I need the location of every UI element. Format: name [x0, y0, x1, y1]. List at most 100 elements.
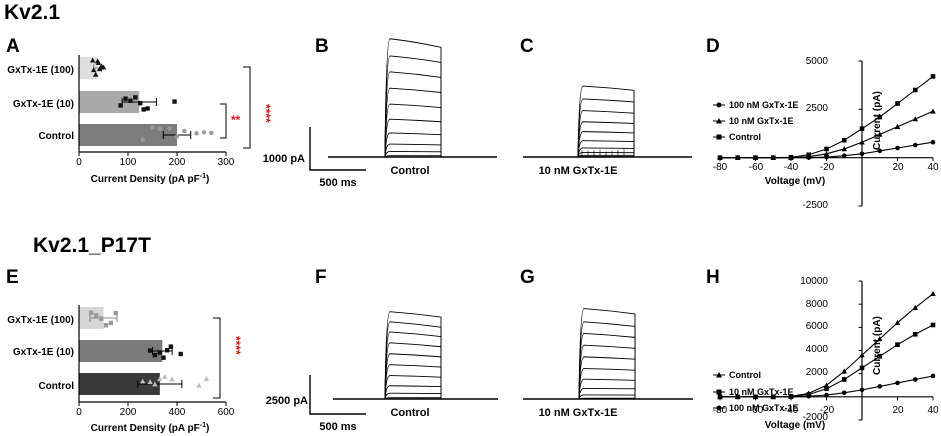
y-tick-label: -2500 [802, 200, 828, 211]
panel-letter-c: C [520, 36, 534, 57]
data-point [128, 98, 133, 103]
data-point [895, 145, 900, 151]
x-tick-label: -20 [820, 162, 835, 173]
x-tick-label: 600 [218, 407, 235, 418]
data-point [894, 123, 901, 130]
current-sweep [328, 55, 497, 158]
data-point [209, 130, 214, 136]
data-point [877, 114, 883, 120]
legend-h: Control 10 nM GxTx-1E 100 nM GxTx-1E [729, 370, 799, 413]
data-point [841, 137, 847, 143]
legend-entry: Control [729, 370, 761, 380]
legend-entry: 10 nM GxTx-1E [729, 116, 794, 126]
legend-entry: 10 nM GxTx-1E [729, 387, 794, 397]
current-sweep [523, 140, 692, 158]
current-traces-g [523, 308, 693, 400]
y-tick-label: 10000 [800, 276, 828, 287]
data-point [876, 131, 883, 137]
data-point [152, 352, 158, 358]
data-point [753, 155, 758, 160]
trace-label: 10 nM GxTx-1E [539, 407, 618, 419]
current-sweep [328, 132, 497, 158]
data-point [806, 155, 812, 160]
current-sweep [328, 155, 497, 158]
significance-bracket [213, 317, 221, 399]
current-traces-f [333, 311, 498, 400]
legend-entry: 100 nM GxTx-1E [729, 403, 799, 413]
current-sweep [333, 385, 498, 400]
current-sweep [523, 387, 693, 400]
bar [79, 340, 163, 362]
data-point [930, 108, 936, 114]
x-tick-label: 20 [892, 162, 904, 173]
data-point [824, 386, 829, 392]
current-sweep [333, 342, 498, 400]
data-point [162, 374, 168, 379]
bar-chart-a: GxTx-1E (100) GxTx-1E (10) Control 0 100… [7, 55, 273, 185]
row-title-kv21-p17t: Kv2.1_P17T [33, 234, 151, 257]
data-point [841, 146, 848, 152]
bar-chart-e: GxTx-1E (100) GxTx-1E (10) Control 0 200… [7, 305, 243, 434]
scale-bar [309, 127, 366, 171]
iv-chart-h: 10000 8000 6000 4000 2000 -2000 -80 -60 … [713, 276, 939, 431]
y-tick-label: 4000 [806, 344, 829, 355]
legend-marker [716, 102, 722, 108]
legend-marker [716, 405, 722, 411]
data-point [859, 151, 865, 157]
data-point [157, 126, 163, 131]
panel-letter-b: B [315, 36, 329, 57]
data-point [823, 151, 830, 157]
data-point [103, 323, 109, 328]
data-point [90, 57, 96, 63]
data-point [196, 382, 202, 388]
scale-time-label: 500 ms [319, 421, 356, 433]
data-point [147, 379, 153, 385]
significance-bracket [243, 66, 251, 149]
data-point [876, 336, 883, 342]
data-point [140, 378, 146, 384]
x-tick-label: -80 [713, 162, 728, 173]
current-sweep [328, 103, 497, 158]
data-point [150, 125, 155, 130]
x-tick-label: -80 [713, 405, 728, 416]
data-point [133, 95, 138, 100]
data-point [912, 377, 918, 382]
x-tick-label: 400 [169, 407, 186, 418]
data-point [201, 130, 207, 135]
data-point [912, 304, 919, 310]
current-traces-b [328, 38, 497, 158]
data-point [95, 60, 102, 66]
x-tick-label: -40 [784, 162, 799, 173]
data-point [912, 142, 918, 148]
significance-marker: **** [229, 336, 243, 355]
data-point [138, 100, 143, 106]
iv-chart-d: 5000 2500 -2500 -80 -60 -40 -20 20 40 Vo… [713, 56, 939, 211]
bar [79, 124, 177, 146]
data-point [174, 134, 180, 139]
data-point [770, 155, 776, 160]
panel-letter-f: F [315, 267, 327, 288]
current-sweep [523, 131, 692, 158]
data-point [823, 382, 830, 388]
y-tick-label: 8000 [806, 299, 829, 310]
current-sweep [523, 368, 693, 400]
data-point [895, 342, 900, 348]
panel-letter-h: H [706, 267, 720, 288]
data-point [92, 71, 99, 77]
data-point [859, 352, 865, 358]
x-tick-label: 0 [76, 407, 82, 418]
data-point [182, 128, 187, 134]
scale-current-label: 2500 pA [266, 395, 308, 407]
current-sweep [523, 308, 693, 400]
data-point [788, 394, 794, 400]
x-tick-label: 200 [169, 157, 186, 168]
data-point [894, 319, 901, 325]
y-tick-label: 2000 [806, 367, 829, 378]
x-axis-label: Current Density (pA pF-1) [91, 422, 210, 434]
current-sweep [523, 121, 692, 158]
current-sweep [333, 397, 498, 400]
x-axis-label: Voltage (mV) [765, 420, 825, 431]
data-point [930, 290, 936, 297]
scale-bar-bottom: 2500 pA 500 ms [266, 375, 366, 433]
data-point [770, 394, 776, 400]
